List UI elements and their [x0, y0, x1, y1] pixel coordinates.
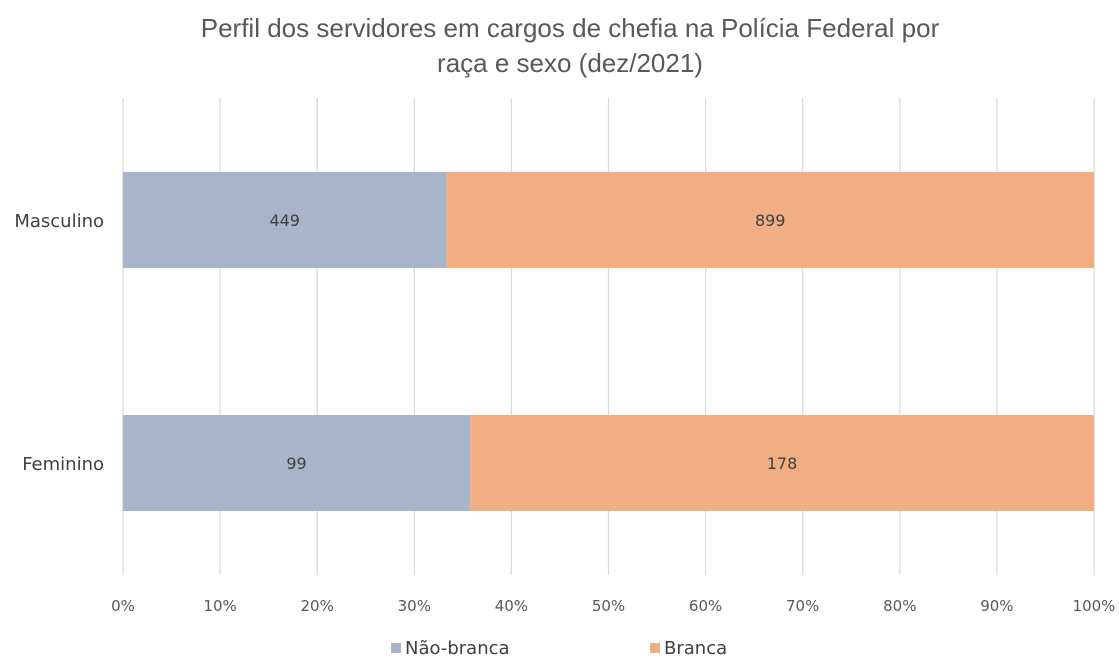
x-tick-label: 100% [1073, 597, 1116, 615]
legend: Não-branca Branca [391, 638, 727, 659]
category-label-feminino: Feminino [22, 454, 104, 475]
bar-feminino-n-o-branca [123, 415, 471, 511]
legend-label-branca: Branca [664, 638, 727, 659]
x-tick-label: 90% [980, 597, 1013, 615]
x-tick-label: 40% [495, 597, 528, 615]
x-tick-label: 50% [592, 597, 625, 615]
data-label: 99 [286, 454, 306, 473]
chart-title-line-2: raça e sexo (dez/2021) [437, 48, 703, 78]
data-label: 899 [755, 211, 786, 230]
x-tick-label: 10% [203, 597, 236, 615]
x-tick-label: 80% [883, 597, 916, 615]
bar-feminino-branca [470, 415, 1094, 511]
x-tick-label: 70% [786, 597, 819, 615]
bar-masculino-n-o-branca [123, 172, 447, 268]
x-tick-label: 20% [301, 597, 334, 615]
category-labels: Masculino Feminino [14, 211, 104, 475]
chart-title-line-1: Perfil dos servidores em cargos de chefi… [201, 13, 940, 43]
bars: 449 899 99 178 [123, 172, 1095, 511]
legend-swatch-branca [650, 643, 660, 653]
x-axis-tick-labels: 0% 10% 20% 30% 40% 50% 60% 70% 80% 90% 100% [111, 597, 1115, 615]
category-label-masculino: Masculino [14, 211, 104, 232]
data-label: 178 [767, 454, 798, 473]
legend-swatch-nao-branca [391, 643, 401, 653]
legend-label-nao-branca: Não-branca [405, 638, 510, 659]
x-tick-label: 30% [398, 597, 431, 615]
data-label: 449 [269, 211, 300, 230]
bar-masculino-branca [446, 172, 1095, 268]
chart-title: Perfil dos servidores em cargos de chefi… [201, 13, 940, 78]
x-tick-label: 0% [111, 597, 135, 615]
x-tick-label: 60% [689, 597, 722, 615]
